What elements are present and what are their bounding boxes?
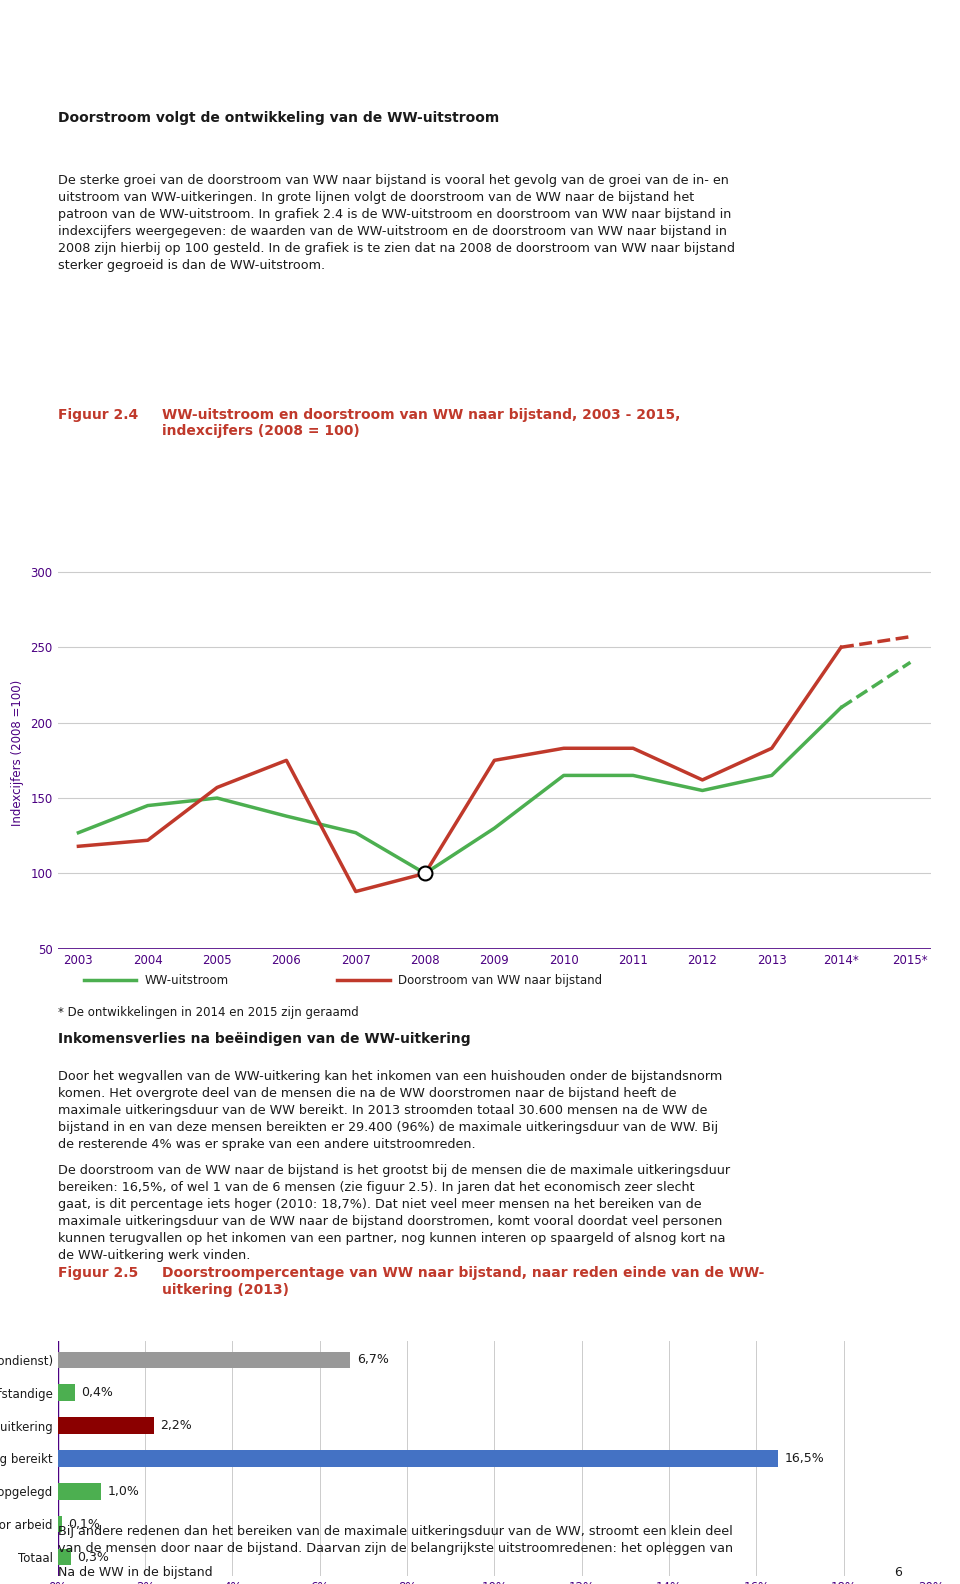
Text: WW-uitstroom: WW-uitstroom xyxy=(145,974,229,987)
Text: 16,5%: 16,5% xyxy=(785,1453,825,1465)
Y-axis label: Indexcijfers (2008 =100): Indexcijfers (2008 =100) xyxy=(11,680,24,825)
Text: Bij andere redenen dan het bereiken van de maximale uitkeringsduur van de WW, st: Bij andere redenen dan het bereiken van … xyxy=(58,1525,732,1555)
Text: 0,4%: 0,4% xyxy=(82,1386,113,1399)
Text: 1,0%: 1,0% xyxy=(108,1484,140,1498)
Text: 6: 6 xyxy=(895,1567,902,1579)
Bar xyxy=(58,1549,71,1565)
Text: Doorstroom van WW naar bijstand: Doorstroom van WW naar bijstand xyxy=(398,974,603,987)
Text: Doorstroompercentage van WW naar bijstand, naar reden einde van de WW-
uitkering: Doorstroompercentage van WW naar bijstan… xyxy=(162,1266,765,1297)
Text: Figuur 2.5: Figuur 2.5 xyxy=(58,1266,138,1280)
Bar xyxy=(58,1384,75,1400)
Text: WW-uitstroom en doorstroom van WW naar bijstand, 2003 - 2015,
indexcijfers (2008: WW-uitstroom en doorstroom van WW naar b… xyxy=(162,407,681,439)
Bar xyxy=(58,1516,62,1532)
Bar xyxy=(58,1483,102,1500)
Bar xyxy=(58,1351,350,1369)
Text: De doorstroom van de WW naar de bijstand is het grootst bij de mensen die de max: De doorstroom van de WW naar de bijstand… xyxy=(58,1164,730,1261)
Bar xyxy=(58,1418,154,1434)
Text: * De ontwikkelingen in 2014 en 2015 zijn geraamd: * De ontwikkelingen in 2014 en 2015 zijn… xyxy=(58,1006,358,1020)
Text: De sterke groei van de doorstroom van WW naar bijstand is vooral het gevolg van : De sterke groei van de doorstroom van WW… xyxy=(58,174,734,272)
Text: 0,3%: 0,3% xyxy=(77,1551,109,1563)
Bar xyxy=(58,1451,779,1467)
Text: 2,2%: 2,2% xyxy=(160,1419,192,1432)
Text: 0,1%: 0,1% xyxy=(68,1517,101,1530)
Text: Door het wegvallen van de WW-uitkering kan het inkomen van een huishouden onder : Door het wegvallen van de WW-uitkering k… xyxy=(58,1069,722,1150)
Text: Inkomensverlies na beëindigen van de WW-uitkering: Inkomensverlies na beëindigen van de WW-… xyxy=(58,1031,470,1045)
Text: Doorstroom volgt de ontwikkeling van de WW-uitstroom: Doorstroom volgt de ontwikkeling van de … xyxy=(58,111,499,125)
Text: Na de WW in de bijstand: Na de WW in de bijstand xyxy=(58,1567,212,1579)
Text: Figuur 2.4: Figuur 2.4 xyxy=(58,407,138,421)
Text: 6,7%: 6,7% xyxy=(357,1353,389,1367)
